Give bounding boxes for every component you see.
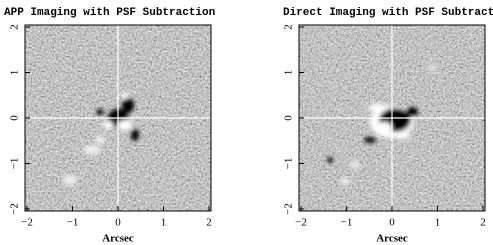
y-tick-label: 0 (283, 115, 295, 121)
feature (118, 120, 132, 130)
y-tick-label: −2 (9, 203, 21, 215)
feature (95, 136, 105, 144)
feature (351, 161, 359, 169)
y-tick-label: 2 (283, 24, 295, 30)
y-tick-label: −1 (283, 158, 295, 170)
y-tick-label: 1 (283, 70, 295, 76)
feature (96, 109, 104, 115)
panel-title: Direct Imaging with PSF Subtraction (283, 7, 493, 19)
x-axis-label: Arcsec (102, 233, 134, 245)
feature (376, 122, 392, 134)
x-tick-label: 0 (115, 217, 121, 229)
feature (103, 121, 113, 129)
y-tick-label: 0 (9, 115, 21, 121)
y-tick-label: −2 (283, 203, 295, 215)
feature (364, 137, 376, 143)
feature (368, 104, 388, 112)
x-tick-label: 2 (206, 217, 212, 229)
y-tick-label: −1 (9, 158, 21, 170)
panel-title: APP Imaging with PSF Subtraction (4, 7, 215, 19)
x-tick-label: −1 (341, 217, 353, 229)
feature (131, 129, 139, 141)
x-tick-label: −2 (21, 217, 33, 229)
x-tick-label: 1 (435, 217, 441, 229)
feature (427, 64, 437, 72)
feature (394, 133, 410, 139)
y-tick-label: 1 (9, 70, 21, 76)
feature (122, 97, 134, 113)
feature (63, 175, 77, 185)
figure: APP Imaging with PSF Subtraction −2 −1 0 1 2 −… (0, 0, 493, 245)
feature (341, 178, 349, 184)
feature (121, 93, 129, 99)
feature (327, 157, 333, 163)
x-tick-label: −1 (67, 217, 79, 229)
x-tick-label: −2 (295, 217, 307, 229)
x-tick-label: 2 (480, 217, 486, 229)
feature (406, 107, 418, 117)
feature (84, 145, 100, 155)
y-tick-label: 2 (9, 24, 21, 30)
x-tick-label: 0 (389, 217, 395, 229)
x-axis-label: Arcsec (376, 233, 408, 245)
x-tick-label: 1 (161, 217, 167, 229)
